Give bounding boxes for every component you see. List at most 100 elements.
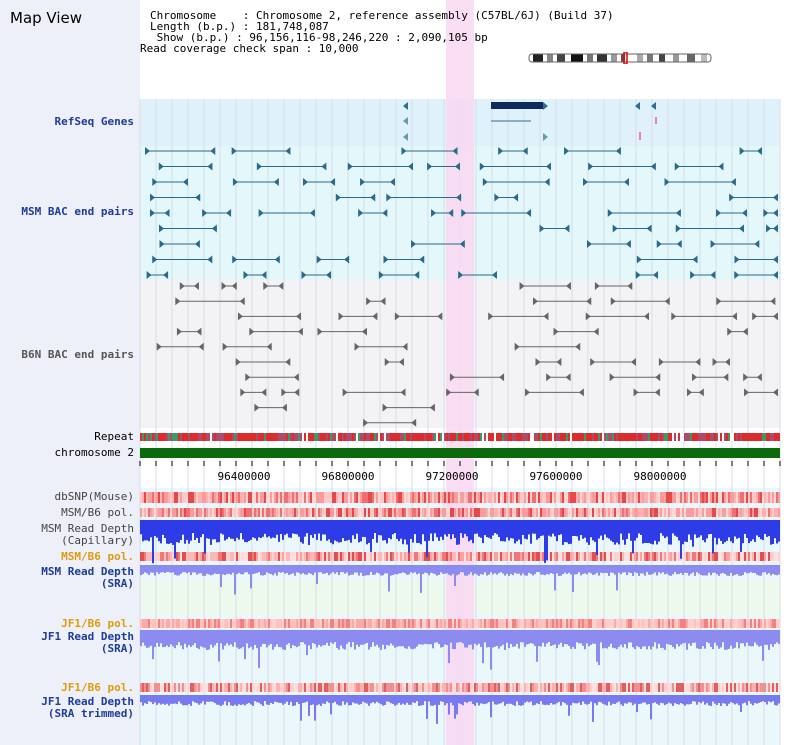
dbsnp-cell [544,492,546,503]
pair-end-marker [446,388,452,397]
dbsnp-cell [466,492,468,503]
repeat-element [472,433,474,441]
pol-cell [358,552,360,561]
depth-bar [368,520,370,543]
pol-cell [140,683,142,692]
pol-cell [450,683,452,692]
pol-cell [182,619,184,628]
pol-cell [258,508,260,517]
depth-bar [712,565,714,573]
repeat-element [376,433,378,441]
track-label-msm-bac[interactable]: MSM BAC end pairs [21,205,134,218]
pol-cell [144,619,146,628]
pol-cell [300,619,302,628]
pol-cell [460,508,462,517]
pol-cell [722,508,724,517]
pol-cell [454,508,456,517]
pair-end-marker [627,282,633,290]
pol-cell [718,508,720,517]
depth-bar [766,695,768,705]
dbsnp-cell [182,492,184,503]
depth-bar [688,630,690,644]
depth-bar [688,520,690,535]
repeat-element [190,433,192,441]
pol-cell [600,619,602,628]
pol-cell [626,508,628,517]
pair-end-marker [525,388,531,397]
depth-bar [758,630,760,647]
depth-bar [486,520,488,538]
pair-end-marker [754,240,760,248]
pair-end-marker [146,271,152,279]
pol-cell [204,508,206,517]
dbsnp-cell [726,492,728,503]
depth-bar [256,695,258,703]
depth-bar [546,565,548,575]
pol-cell [724,683,726,692]
depth-bar [504,630,506,650]
depth-bar [668,520,670,545]
pol-cell [150,683,152,692]
repeat-element [718,433,720,441]
gene-marker [651,102,656,110]
pair-end-marker [207,255,213,264]
dbsnp-cell [742,492,744,503]
pol-cell [700,508,702,517]
depth-bar [222,565,224,575]
repeat-element [180,433,182,441]
pol-cell [620,619,622,628]
pol-cell [206,683,208,692]
depth-bar [730,565,732,573]
pol-cell [428,619,430,628]
depth-bar [626,630,628,649]
track-label-refseq[interactable]: RefSeq Genes [54,115,134,128]
pol-cell [204,683,206,692]
dbsnp-cell [624,492,626,503]
depth-bar [394,630,396,648]
pair-end-marker [675,209,681,217]
dbsnp-cell [392,492,394,503]
depth-bar [488,520,490,538]
depth-bar [152,520,154,564]
pair-end-marker [211,224,217,233]
dbsnp-cell [246,492,248,503]
depth-bar [438,565,440,575]
pair-end-marker [258,209,264,217]
pol-cell [600,683,602,692]
depth-bar [438,630,440,645]
pol-cell [520,552,522,561]
depth-bar [760,630,762,646]
depth-bar [250,630,252,647]
pol-cell [148,552,150,561]
dbsnp-cell [260,492,262,503]
pol-cell [492,619,494,628]
pol-cell [542,508,544,517]
pol-cell [490,508,492,517]
depth-bar [158,565,160,574]
depth-bar [152,695,154,705]
pol-cell [260,552,262,561]
depth-bar [618,630,620,647]
pol-cell [704,552,706,561]
dbsnp-cell [766,492,768,503]
depth-bar [602,630,604,649]
pol-cell [210,683,212,692]
pol-cell [744,683,746,692]
depth-bar [650,630,652,650]
pol-cell [762,552,764,561]
depth-bar [330,630,332,643]
pol-cell [310,683,312,692]
repeat-element [606,433,608,441]
depth-bar [678,565,680,575]
pol-cell [742,683,744,692]
pol-cell [300,552,302,561]
repeat-element [374,433,376,441]
pol-cell [302,552,304,561]
depth-bar [414,565,416,573]
depth-bar [470,520,472,540]
pair-end-marker [698,388,704,397]
track-label-b6n-bac[interactable]: B6N BAC end pairs [21,348,134,361]
chromosome-ideogram[interactable] [527,52,713,64]
depth-bar [344,565,346,574]
